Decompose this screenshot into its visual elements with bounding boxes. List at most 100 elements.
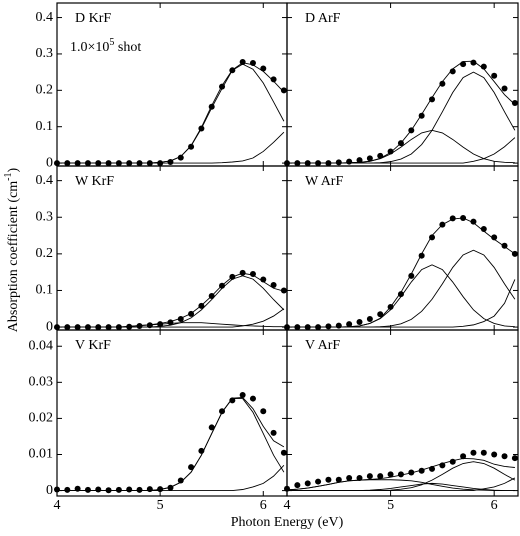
annotation-superscript: 5 <box>109 37 114 48</box>
data-point <box>270 76 277 83</box>
x-tick-label: 5 <box>387 498 394 513</box>
fit-curve <box>57 63 285 164</box>
panel-label: V ArF <box>305 338 340 353</box>
data-point <box>480 449 487 456</box>
fit-curve <box>57 397 285 492</box>
fit-curve <box>287 71 516 164</box>
data-point <box>429 96 436 103</box>
panel-frame <box>286 329 519 497</box>
fit-curve <box>57 465 285 492</box>
panel-frame <box>56 329 288 497</box>
data-point <box>95 486 102 493</box>
data-point <box>315 478 322 485</box>
fit-curve <box>57 272 285 328</box>
data-point <box>188 464 195 471</box>
y-tick-label: 0 <box>46 319 53 334</box>
y-tick-label: 0 <box>46 483 53 498</box>
data-point <box>115 486 122 493</box>
data-point <box>501 85 508 92</box>
data-point <box>280 87 287 94</box>
data-point <box>356 157 363 164</box>
data-point <box>188 143 195 150</box>
panel-label: V KrF <box>75 338 111 353</box>
x-tick-label: 6 <box>491 498 498 513</box>
data-point <box>439 80 446 87</box>
panel-label: D ArF <box>305 11 341 26</box>
data-point <box>177 477 184 484</box>
data-point <box>397 471 404 478</box>
y-tick-label: 0.01 <box>29 447 54 462</box>
data-point <box>346 474 353 481</box>
data-point <box>491 72 498 79</box>
data-point <box>356 474 363 481</box>
data-point <box>249 395 256 402</box>
y-tick-label: 0 <box>46 155 53 170</box>
fit-curve <box>287 477 516 492</box>
data-point <box>356 318 363 325</box>
data-point <box>511 100 518 107</box>
fit-curve <box>57 131 285 164</box>
fit-curve <box>287 129 515 164</box>
y-axis-label: Absorption coefficient (cm-1) <box>3 167 21 332</box>
data-point <box>270 429 277 436</box>
y-tick-label: 0.03 <box>29 375 54 390</box>
y-tick-label: 0.2 <box>36 83 54 98</box>
annotation: 1.0×105 shot <box>70 37 141 55</box>
data-point <box>84 486 91 493</box>
data-point <box>136 486 143 493</box>
y-tick-label: 0.4 <box>36 10 54 25</box>
x-tick-label: 4 <box>284 498 291 513</box>
y-tick-label: 0.02 <box>29 411 54 426</box>
data-point <box>491 234 498 241</box>
x-tick-label: 5 <box>157 498 164 513</box>
y-tick-label: 0.1 <box>36 283 54 298</box>
panel-frame <box>286 165 519 331</box>
y-tick-label: 0.1 <box>36 119 54 134</box>
x-tick-label: 4 <box>54 498 61 513</box>
data-point <box>366 316 373 323</box>
fit-curve <box>287 60 516 164</box>
data-point <box>470 218 477 225</box>
data-point <box>366 155 373 162</box>
y-label-superscript: -1 <box>3 172 14 180</box>
data-point <box>280 287 287 294</box>
data-point <box>501 453 508 460</box>
panel-label: W KrF <box>75 174 114 189</box>
fit-curve <box>57 398 285 492</box>
x-axis-label: Photon Energy (eV) <box>231 515 344 530</box>
data-point <box>335 159 342 166</box>
data-point <box>387 471 394 478</box>
panel-label: D KrF <box>75 11 111 26</box>
fit-curve <box>287 264 515 328</box>
data-point <box>270 281 277 288</box>
data-point <box>366 473 373 480</box>
data-point <box>280 449 287 456</box>
data-point <box>260 408 267 415</box>
data-point <box>54 486 60 493</box>
fit-curve <box>287 279 516 328</box>
data-point <box>346 158 353 165</box>
fit-curve <box>287 217 516 328</box>
data-point <box>146 486 153 493</box>
annotation-text: 1.0×10 <box>70 40 109 55</box>
fit-curve <box>57 62 285 164</box>
data-point <box>239 391 246 398</box>
data-point <box>511 455 518 462</box>
data-point <box>377 311 384 318</box>
y-tick-label: 0.3 <box>36 46 54 61</box>
data-point <box>325 323 332 330</box>
data-point <box>177 154 184 161</box>
y-tick-label: 0.3 <box>36 209 54 224</box>
panel-frame <box>56 165 288 331</box>
data-point <box>304 480 311 487</box>
panel-label: W ArF <box>305 174 343 189</box>
data-point <box>294 482 301 489</box>
data-point <box>397 291 404 298</box>
data-point <box>511 250 518 257</box>
y-tick-label: 0.2 <box>36 246 54 261</box>
data-point <box>64 486 71 493</box>
panel-frame <box>56 2 288 167</box>
fit-curve <box>57 308 285 328</box>
data-point <box>208 424 215 431</box>
